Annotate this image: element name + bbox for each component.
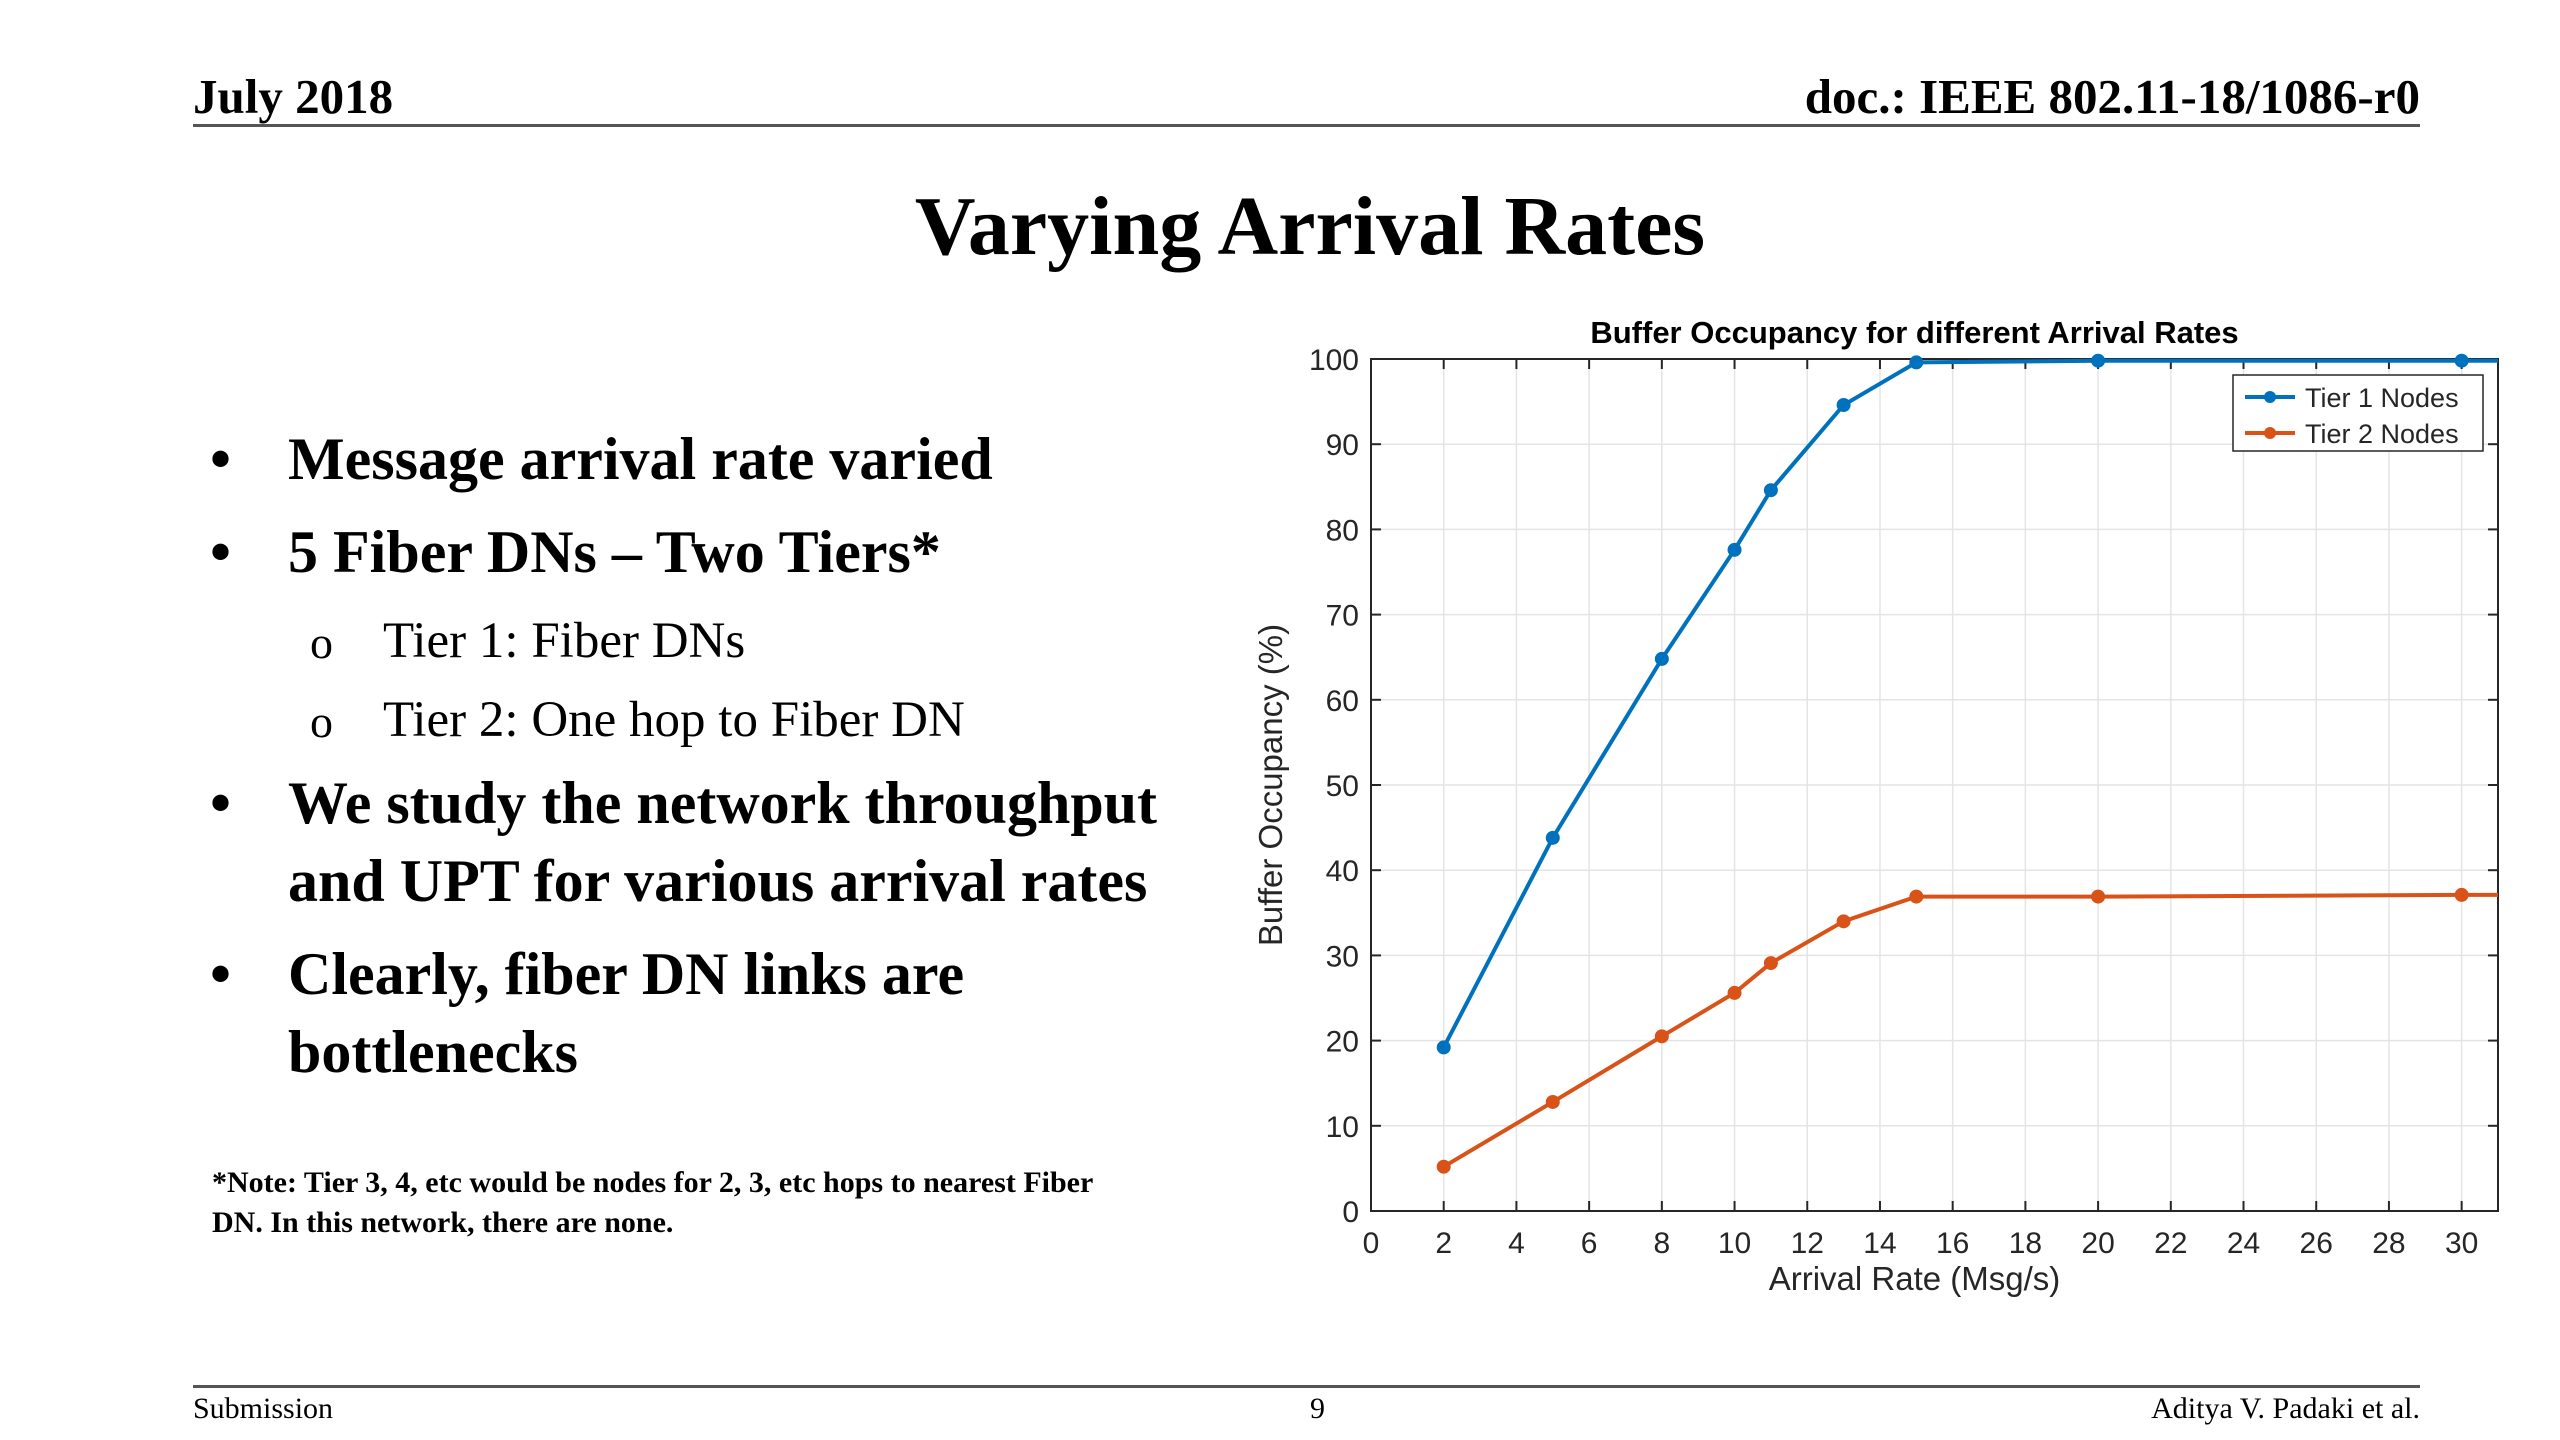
data-point-tier-1 (1545, 830, 1560, 845)
bullet-dot: • (210, 941, 232, 1007)
bullet-dot: • (210, 426, 232, 492)
bullet-item: • Clearly, fiber DN links are bottleneck… (210, 935, 1270, 1091)
y-axis-label: Buffer Occupancy (%) (1252, 624, 1289, 946)
x-tick-label: 28 (2372, 1227, 2405, 1260)
x-tick-label: 22 (2154, 1227, 2187, 1260)
legend-marker-tier-1 (2264, 391, 2276, 403)
legend-label-tier-1: Tier 1 Nodes (2305, 383, 2459, 413)
data-point-tier-2 (1545, 1094, 1560, 1109)
bullet-dot: • (210, 519, 232, 585)
data-point-tier-2 (2091, 889, 2106, 904)
y-tick-label: 20 (1326, 1026, 1359, 1059)
data-point-tier-2 (1836, 914, 1851, 929)
data-point-tier-1 (1727, 542, 1742, 557)
header-rule (193, 124, 2420, 127)
bullet-text: 5 Fiber DNs – Two Tiers* (288, 519, 941, 585)
series-line-tier-1 (1441, 358, 2498, 1049)
bullet-text-line: We study the network throughput (288, 770, 1158, 836)
footer-page-number: 9 (1310, 1392, 1325, 1425)
x-tick-label: 26 (2300, 1227, 2333, 1260)
y-tick-label: 50 (1326, 770, 1359, 803)
bullet-text-line: bottlenecks (288, 1019, 578, 1085)
data-point-tier-2 (1909, 889, 1924, 904)
data-point-tier-1 (1763, 483, 1778, 498)
sub-bullet-circle: o (310, 696, 333, 747)
footer-submission: Submission (193, 1392, 334, 1425)
data-point-tier-1 (2454, 353, 2469, 368)
x-tick-label: 0 (1363, 1227, 1380, 1260)
bullet-text-line: and UPT for various arrival rates (288, 848, 1148, 914)
sub-bullet-text: Tier 1: Fiber DNs (383, 613, 746, 669)
series-line-tier-2 (1442, 892, 2498, 1169)
data-point-tier-1 (1909, 355, 1924, 370)
footnote-line: *Note: Tier 3, 4, etc would be nodes for… (212, 1166, 1094, 1199)
x-tick-label: 24 (2227, 1227, 2260, 1260)
legend-label-tier-2: Tier 2 Nodes (2305, 419, 2459, 449)
footnote: *Note: Tier 3, 4, etc would be nodes for… (212, 1163, 1262, 1243)
footer-rule (193, 1385, 2420, 1388)
x-tick-label: 30 (2445, 1227, 2478, 1260)
bullet-dot: • (210, 770, 232, 836)
footnote-line: DN. In this network, there are none. (212, 1206, 674, 1239)
y-tick-label: 0 (1342, 1196, 1359, 1229)
header-date: July 2018 (193, 69, 394, 124)
x-tick-label: 4 (1508, 1227, 1525, 1260)
bullet-text-line: Clearly, fiber DN links are (288, 941, 965, 1007)
x-tick-label: 20 (2081, 1227, 2114, 1260)
y-tick-label: 70 (1326, 600, 1359, 633)
y-tick-label: 30 (1326, 940, 1359, 973)
x-tick-label: 14 (1863, 1227, 1896, 1260)
data-point-tier-2 (1763, 956, 1778, 971)
footer-author: Aditya V. Padaki et al. (2151, 1392, 2420, 1425)
header-doc-id: doc.: IEEE 802.11-18/1086-r0 (1804, 69, 2420, 124)
x-tick-label: 10 (1718, 1227, 1751, 1260)
y-tick-label: 80 (1326, 514, 1359, 547)
bullet-list: • Message arrival rate varied • 5 Fiber … (210, 420, 1270, 1106)
sub-bullet-item: o Tier 1: Fiber DNs (210, 606, 1270, 676)
x-tick-label: 2 (1435, 1227, 1452, 1260)
slide-title: Varying Arrival Rates (914, 180, 1706, 273)
x-tick-label: 8 (1653, 1227, 1670, 1260)
data-point-tier-2 (1436, 1159, 1451, 1174)
y-tick-label: 60 (1326, 685, 1359, 718)
legend-box (2232, 374, 2484, 452)
x-axis-label: Arrival Rate (Msg/s) (1769, 1260, 2061, 1297)
sub-bullet-circle: o (310, 617, 333, 668)
sub-bullet-text: Tier 2: One hop to Fiber DN (383, 692, 965, 748)
x-tick-label: 18 (2009, 1227, 2042, 1260)
y-tick-label: 100 (1309, 344, 1359, 377)
x-tick-label: 6 (1581, 1227, 1598, 1260)
data-point-tier-1 (1836, 398, 1851, 413)
data-point-tier-1 (2091, 353, 2106, 368)
chart-title: Buffer Occupancy for different Arrival R… (1590, 315, 2238, 350)
x-tick-label: 12 (1791, 1227, 1824, 1260)
buffer-occupancy-chart: 0 2 4 6 8 10 12 14 16 18 20 22 24 26 28 300102030405060… (1252, 315, 2499, 1297)
data-point-tier-2 (1654, 1029, 1669, 1044)
sub-bullet-item: o Tier 2: One hop to Fiber DN (210, 685, 1270, 755)
legend-marker-tier-2 (2264, 427, 2276, 439)
x-tick-label: 16 (1936, 1227, 1969, 1260)
data-point-tier-1 (1436, 1040, 1451, 1055)
data-point-tier-2 (1727, 985, 1742, 1000)
y-tick-label: 10 (1326, 1111, 1359, 1144)
y-tick-label: 90 (1326, 429, 1359, 462)
data-point-tier-1 (1654, 651, 1669, 666)
data-point-tier-2 (2454, 887, 2469, 902)
bullet-item: • 5 Fiber DNs – Two Tiers* (210, 513, 1270, 591)
bullet-item: • We study the network throughput and UP… (210, 764, 1270, 920)
y-tick-label: 40 (1326, 855, 1359, 888)
bullet-text: Message arrival rate varied (288, 426, 993, 492)
bullet-item: • Message arrival rate varied (210, 420, 1270, 498)
